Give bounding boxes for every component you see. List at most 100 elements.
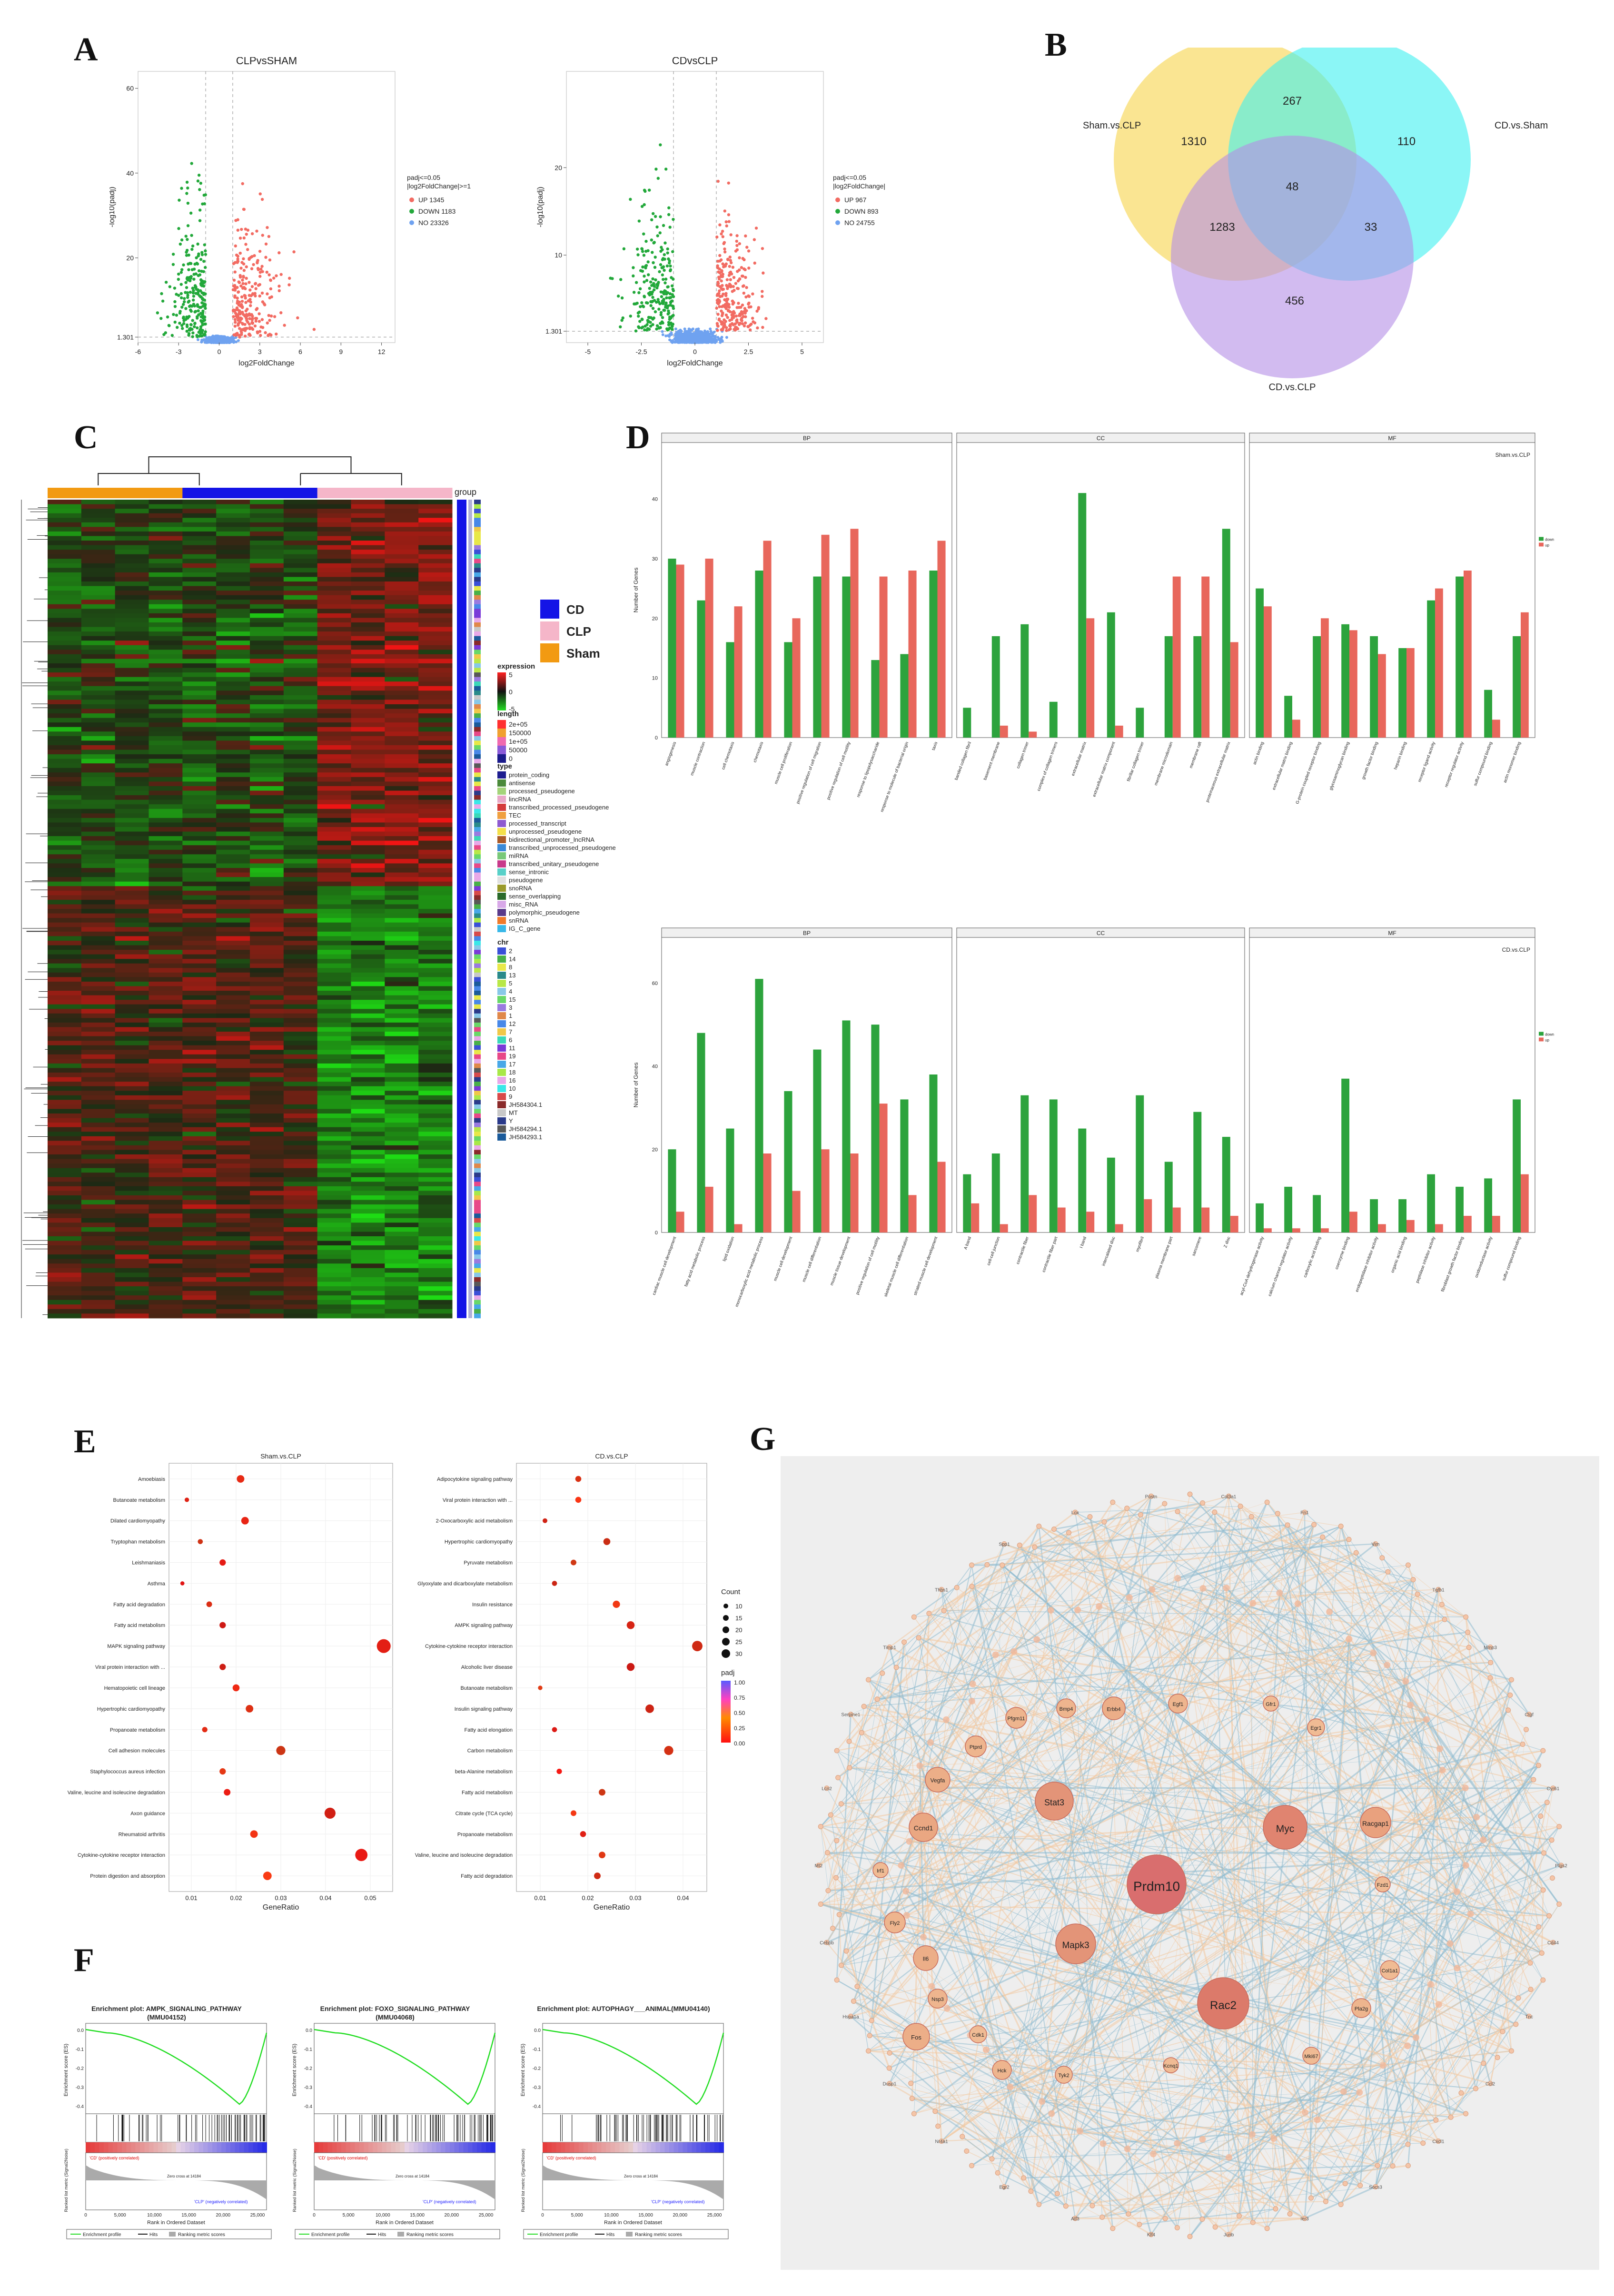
heatmap-cell [351,672,385,678]
heatmap-cell [81,541,116,546]
heatmap-cell [48,718,82,723]
heatmap-cell [182,600,217,605]
heatmap-cell [216,1168,250,1173]
heatmap-cell [81,849,116,855]
heatmap-cell [351,1127,385,1132]
heatmap-cell [182,954,217,959]
heatmap-cell [182,531,217,536]
heatmap-cell [81,1086,116,1091]
heatmap-cell [418,777,453,782]
point-up [264,242,268,246]
heatmap-cell [115,1032,149,1037]
heatmap-cell [351,700,385,705]
point-up [250,267,254,270]
heatmap-cell [115,504,149,509]
point-down [661,299,664,303]
heatmap-cell [48,631,82,637]
point-down [646,249,650,253]
heatmap-cell [351,940,385,946]
heatmap-cell [283,936,318,941]
point-up [275,274,278,277]
heatmap-cell [351,863,385,868]
heatmap-cell [216,1150,250,1155]
point-up [233,318,237,321]
heatmap-cell [149,1109,183,1114]
heatmap-cell [317,604,351,609]
heatmap-cell [48,1177,82,1182]
point-up [752,320,755,324]
heatmap-cell [182,886,217,891]
heatmap-cell [317,504,351,509]
heatmap-cell [115,1195,149,1201]
heatmap-cell [115,1182,149,1187]
heatmap-cell [81,1200,116,1205]
heatmap-cell [182,554,217,559]
heatmap-cell [48,1123,82,1128]
heatmap-cell [182,840,217,846]
heatmap-cell [317,981,351,986]
heatmap-cell [48,1182,82,1187]
point-down [164,280,168,284]
heatmap-cell [48,1204,82,1210]
point-down [198,219,202,222]
heatmap-cell [48,977,82,982]
heatmap-cell [385,1109,419,1114]
heatmap-cell [115,554,149,559]
heatmap-cell [216,672,250,678]
heatmap-cell [317,1209,351,1214]
heatmap-cell [283,1004,318,1009]
heatmap-cell [182,858,217,864]
heatmap-cell [81,1159,116,1164]
heatmap-cell [317,591,351,596]
heatmap-cell [317,977,351,982]
heatmap-cell [351,622,385,628]
heatmap-cell [250,522,284,527]
point-down [192,295,196,298]
heatmap-cell [250,1200,284,1205]
point-down [659,326,662,329]
point-down [197,252,200,256]
heatmap-cell [385,686,419,691]
heatmap-cell [81,909,116,914]
heatmap-cell [48,709,82,714]
heatmap-cell [283,786,318,791]
heatmap-cell [317,954,351,959]
heatmap-cell [418,1241,453,1246]
point-down [647,273,650,276]
heatmap-cell [48,1232,82,1237]
heatmap-cell [317,1013,351,1018]
heatmap-cell [385,772,419,778]
point-up [251,293,255,296]
heatmap-cell [317,904,351,909]
heatmap-cell [385,600,419,605]
point-up [742,291,746,295]
heatmap-cell [418,749,453,755]
point-down [186,186,189,190]
heatmap-cell [250,945,284,950]
heatmap-cell [283,1200,318,1205]
heatmap-cell [385,595,419,600]
volcano-title: CDvsCLP [672,57,718,67]
point-down [621,316,624,320]
heatmap-cell [283,1132,318,1137]
heatmap-cell [351,1154,385,1160]
heatmap-cell [182,818,217,823]
plot-area [566,71,824,343]
heatmap-cell [317,1195,351,1201]
heatmap-cell [418,918,453,923]
heatmap-cell [48,890,82,896]
heatmap-cell [250,541,284,546]
point-down [173,305,177,308]
heatmap-cell [351,822,385,828]
heatmap-cell [115,1250,149,1255]
heatmap-cell [385,781,419,787]
heatmap-cell [250,1163,284,1169]
heatmap-cell [317,854,351,859]
heatmap-cell [250,659,284,664]
heatmap-cell [283,527,318,532]
point-up [729,259,732,262]
heatmap-cell [81,1254,116,1260]
heatmap-cell [81,654,116,659]
heatmap-cell [351,722,385,728]
point-down [173,320,177,324]
